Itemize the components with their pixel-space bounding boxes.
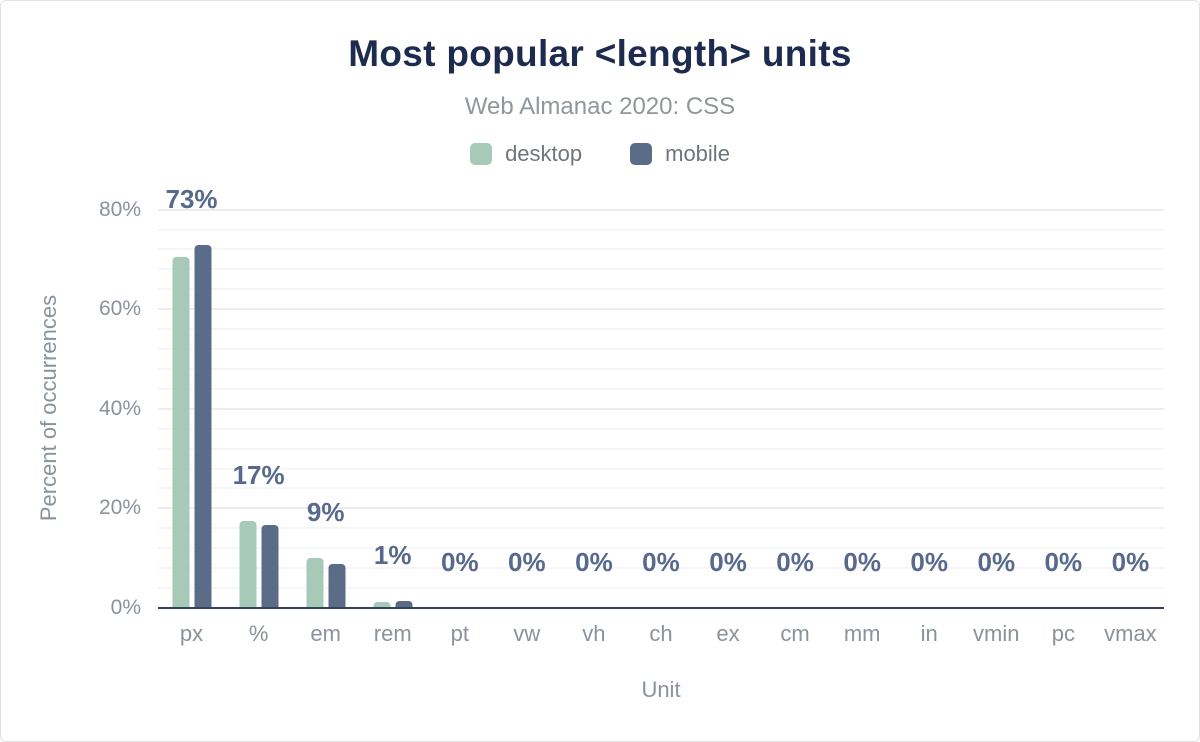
gridline: [158, 487, 1164, 490]
category-column-cm: 0% cm: [762, 191, 829, 646]
mobile-bar-rem[interactable]: [395, 601, 413, 608]
plot-area: 73% px 17%% 9% em 1% rem 0% pt 0% vw 0% vh 0% ch 0% ex 0%…: [99, 186, 1164, 646]
gridline: [158, 268, 1164, 271]
bar-value-label: 17%: [232, 459, 285, 490]
x-tick-label: %: [248, 621, 269, 646]
y-axis-title: Percent of occurrences: [36, 294, 61, 522]
x-axis-title: Unit: [641, 677, 681, 702]
x-tick-label: vmin: [973, 621, 1020, 646]
gridline: [158, 407, 1164, 410]
mobile-bar-px[interactable]: [194, 245, 212, 608]
x-tick-label: vw: [513, 621, 541, 646]
x-tick-label: px: [179, 621, 204, 646]
bar-value-label: 0%: [440, 547, 479, 577]
bar-group: [172, 245, 212, 608]
category-column-vh: 0% vh: [560, 191, 627, 646]
gridline: [158, 567, 1164, 570]
desktop-bar-em[interactable]: [306, 558, 324, 608]
bar-value-label: 0%: [1044, 547, 1083, 577]
bar-value-label: 1%: [373, 540, 412, 571]
category-column-ch: 0% ch: [627, 191, 694, 646]
category-column-pt: 0% pt: [426, 191, 493, 646]
gridline: [158, 587, 1164, 590]
gridline: [158, 387, 1164, 390]
desktop-bar-rem[interactable]: [373, 602, 391, 608]
desktop-swatch-icon: [470, 143, 493, 165]
gridline: [158, 348, 1164, 351]
gridline: [158, 447, 1164, 450]
legend-item-mobile[interactable]: mobile: [630, 141, 730, 167]
bar-group: [306, 558, 346, 608]
legend-label-desktop: desktop: [505, 141, 583, 166]
gridline: [158, 427, 1164, 430]
category-column-vmin: 0% vmin: [963, 191, 1030, 646]
mobile-swatch-icon: [630, 143, 653, 165]
mobile-bar-em[interactable]: [328, 564, 346, 608]
y-tick-label: 60%: [98, 297, 141, 321]
category-column-ex: 0% ex: [695, 191, 762, 646]
bar-group: [373, 601, 413, 608]
category-column-in: 0% in: [896, 191, 963, 646]
y-tick-label: 40%: [98, 396, 141, 420]
desktop-bar-pct[interactable]: [239, 520, 257, 608]
x-tick-label: cm: [780, 621, 810, 646]
bar-value-label: 9%: [306, 497, 345, 528]
bar-value-label: 0%: [977, 547, 1016, 577]
gridline: [158, 228, 1164, 231]
legend-item-desktop[interactable]: desktop: [470, 141, 582, 167]
category-column-vmax: 0% vmax: [1097, 191, 1164, 646]
bar-value-label: 0%: [508, 547, 546, 577]
x-tick-label: vmax: [1104, 621, 1157, 646]
category-column-pc: 0% pc: [1030, 191, 1097, 646]
bar-value-label: 0%: [1111, 547, 1150, 577]
gridline: [158, 467, 1164, 470]
bar-columns: 73% px 17%% 9% em 1% rem 0% pt 0% vw 0% vh 0% ch 0% ex 0%…: [158, 186, 1164, 646]
gridline: [158, 367, 1164, 370]
x-tick-label: mm: [843, 621, 881, 646]
mobile-bar-pct[interactable]: [261, 524, 279, 608]
category-column-px: 73% px: [158, 186, 225, 646]
gridline: [158, 288, 1164, 291]
x-tick-label: ex: [716, 621, 740, 646]
x-axis-line: [158, 606, 1164, 609]
category-column-rem: 1% rem: [359, 191, 426, 646]
bar-value-label: 0%: [575, 547, 613, 577]
x-tick-label: pt: [450, 621, 469, 646]
bar-value-label: 73%: [165, 184, 218, 215]
chart-subtitle: Web Almanac 2020: CSS: [464, 93, 736, 120]
x-tick-label: pc: [1051, 621, 1075, 646]
gridline: [158, 547, 1164, 550]
bar-group: [239, 520, 279, 608]
x-tick-label: vh: [582, 621, 606, 646]
x-tick-label: ch: [649, 621, 673, 646]
category-column-vw: 0% vw: [493, 191, 560, 646]
bar-value-label: 0%: [776, 547, 814, 577]
x-tick-label: em: [310, 621, 341, 646]
x-tick-label: in: [920, 621, 938, 646]
category-column-em: 9% em: [292, 191, 359, 646]
gridline: [158, 507, 1164, 510]
gridline: [158, 527, 1164, 530]
category-column-mm: 0% mm: [829, 191, 896, 646]
gridline: [158, 308, 1164, 311]
gridline: [158, 328, 1164, 331]
chart-title: Most popular <length> units: [348, 33, 852, 74]
category-column-pct: 17%%: [225, 191, 292, 646]
bar-value-label: 0%: [843, 547, 881, 577]
y-tick-label: 0%: [110, 596, 141, 619]
y-tick-label: 20%: [98, 496, 141, 520]
y-tick-label: 80%: [98, 197, 141, 221]
bar-value-label: 0%: [642, 547, 680, 577]
bar-value-label: 0%: [709, 547, 747, 577]
legend: desktop mobile: [1, 141, 1199, 167]
gridline: [158, 248, 1164, 251]
legend-label-mobile: mobile: [665, 141, 730, 166]
x-tick-label: rem: [373, 621, 412, 646]
desktop-bar-px[interactable]: [172, 256, 190, 608]
bar-value-label: 0%: [910, 547, 949, 577]
gridline: [158, 208, 1164, 211]
